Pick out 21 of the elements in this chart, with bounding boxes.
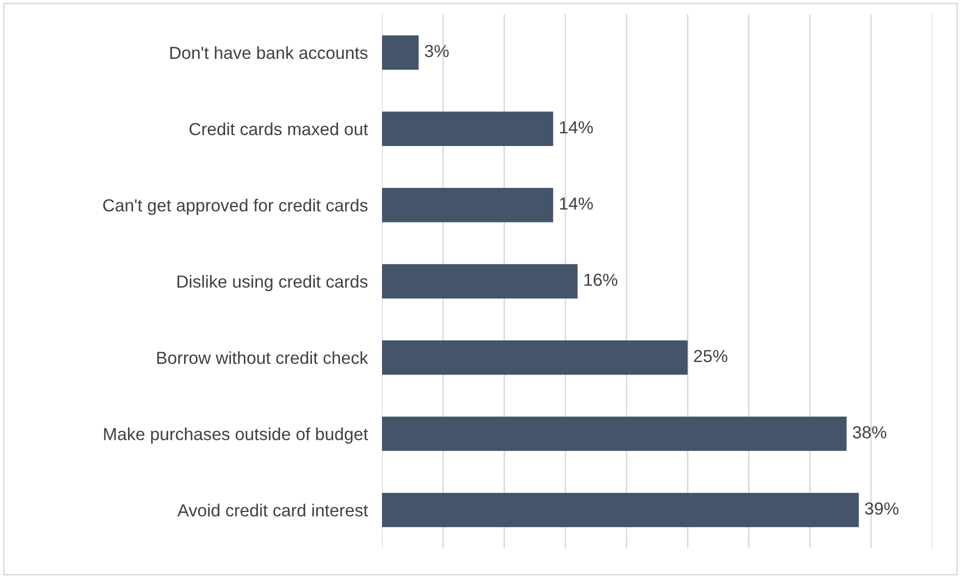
data-label: 39% bbox=[865, 502, 898, 515]
data-label: 14% bbox=[560, 197, 593, 210]
bar bbox=[382, 492, 859, 528]
y-tick-label: Don't have bank accounts bbox=[170, 46, 368, 60]
y-tick-label: Avoid credit card interest bbox=[177, 504, 368, 516]
bar bbox=[382, 264, 578, 298]
y-tick-label: Credit cards maxed out bbox=[190, 122, 368, 136]
data-label: 25% bbox=[694, 350, 728, 362]
bar bbox=[382, 340, 688, 375]
data-label: 14% bbox=[560, 121, 593, 134]
data-label: 16% bbox=[584, 274, 618, 286]
y-tick-label: Can't get approved for credit cards bbox=[103, 198, 368, 215]
data-label: 38% bbox=[852, 426, 886, 438]
bar bbox=[382, 188, 554, 222]
y-tick-label: Make purchases outside of budget bbox=[104, 427, 368, 444]
bar bbox=[382, 35, 419, 70]
y-tick-label: Borrow without credit check bbox=[157, 351, 368, 364]
data-label: 3% bbox=[424, 44, 449, 58]
y-tick-label: Dislike using credit cards bbox=[178, 274, 368, 292]
bar bbox=[382, 112, 554, 146]
bar bbox=[382, 416, 847, 451]
